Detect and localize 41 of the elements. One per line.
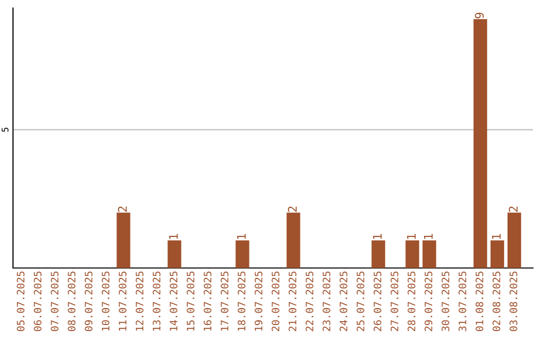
x-tick-label: 23.07.2025 bbox=[322, 272, 330, 332]
x-tick-label: 21.07.2025 bbox=[288, 272, 296, 332]
x-tick-label: 24.07.2025 bbox=[340, 272, 348, 332]
x-tick-label: 07.07.2025 bbox=[50, 272, 58, 332]
x-tick-label: 14.07.2025 bbox=[170, 272, 178, 331]
x-tick-label: 17.07.2025 bbox=[220, 272, 228, 331]
x-tick-label: 27.07.2025 bbox=[390, 272, 398, 332]
x-tick-label: 12.07.2025 bbox=[136, 272, 144, 331]
data-label: 1 bbox=[373, 234, 382, 239]
data-label: 1 bbox=[492, 234, 501, 239]
x-tick-label: 16.07.2025 bbox=[204, 272, 212, 331]
data-label: 2 bbox=[288, 206, 297, 212]
x-tick-label: 29.07.2025 bbox=[424, 272, 432, 332]
data-label: 9 bbox=[474, 12, 484, 18]
data-label: 1 bbox=[424, 234, 433, 239]
x-tick-label: 05.07.2025 bbox=[16, 272, 24, 332]
data-label: 2 bbox=[508, 206, 518, 212]
data-label: 1 bbox=[237, 234, 246, 239]
data-label: 1 bbox=[407, 234, 416, 239]
data-label: 2 bbox=[118, 206, 127, 212]
x-tick-label: 02.08.2025 bbox=[492, 272, 500, 332]
x-tick-label: 18.07.2025 bbox=[238, 272, 246, 331]
x-tick-label: 30.07.2025 bbox=[442, 272, 450, 332]
x-tick-label: 08.07.2025 bbox=[68, 272, 76, 332]
x-tick-label: 13.07.2025 bbox=[152, 272, 160, 331]
data-label: 1 bbox=[169, 234, 178, 239]
x-tick-label: 22.07.2025 bbox=[306, 272, 314, 332]
x-tick-label: 20.07.2025 bbox=[272, 272, 280, 332]
x-tick-label: 19.07.2025 bbox=[254, 272, 262, 331]
x-tick-label: 31.07.2025 bbox=[458, 272, 466, 332]
x-tick-label: 28.07.2025 bbox=[408, 272, 416, 332]
x-tick-label: 01.08.2025 bbox=[476, 272, 484, 332]
x-tick-label: 06.07.2025 bbox=[34, 272, 42, 332]
x-tick-label: 09.07.2025 bbox=[84, 272, 92, 332]
x-tick-label: 25.07.2025 bbox=[356, 272, 364, 332]
x-tick-label: 03.08.2025 bbox=[510, 272, 518, 332]
y-tick-label: 5 bbox=[2, 128, 8, 132]
x-tick-label: 26.07.2025 bbox=[374, 272, 382, 332]
x-tick-label: 10.07.2025 bbox=[102, 272, 110, 331]
x-tick-label: 15.07.2025 bbox=[186, 272, 194, 331]
x-tick-label: 11.07.2025 bbox=[118, 272, 126, 331]
